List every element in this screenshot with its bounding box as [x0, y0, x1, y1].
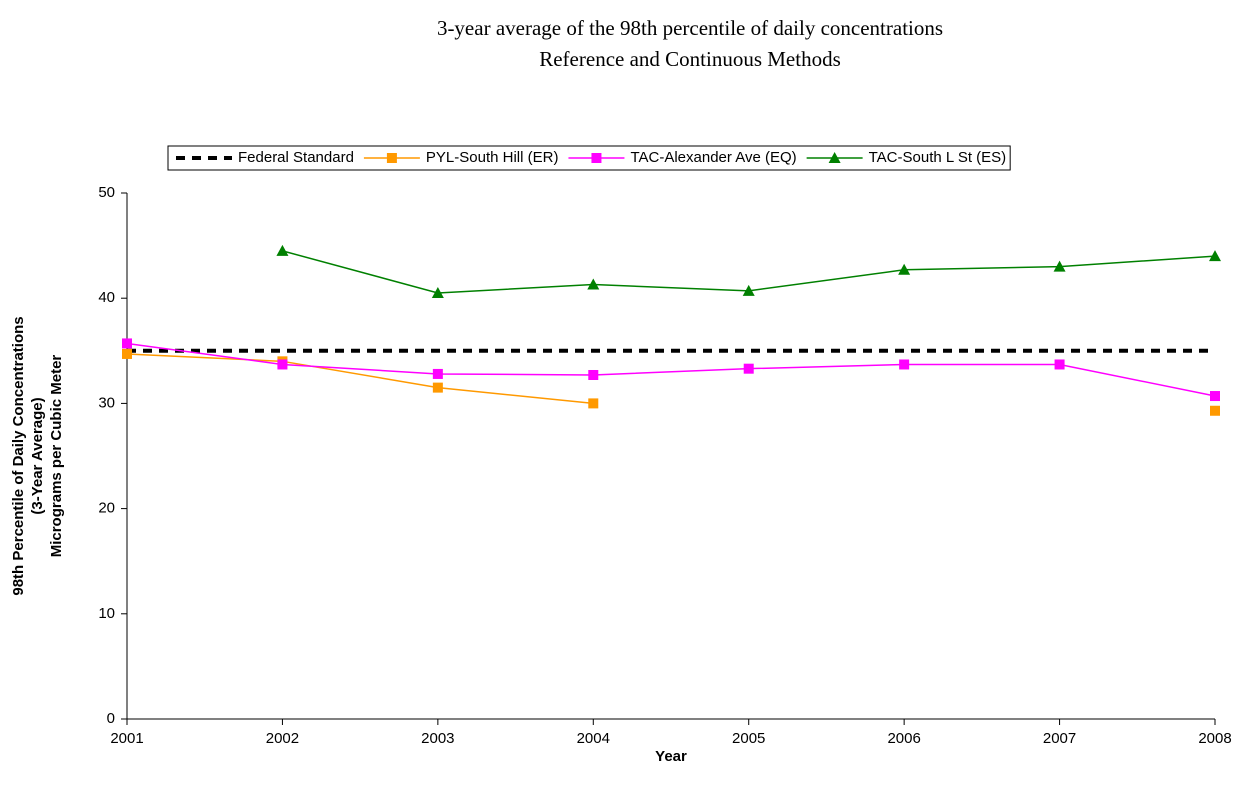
y-tick-label: 50 [98, 184, 115, 201]
marker [588, 398, 599, 409]
legend-label: Federal Standard [238, 149, 354, 166]
marker [277, 359, 288, 370]
chart-title: 3-year average of the 98th percentile of… [437, 16, 943, 40]
series-line [126, 342, 1216, 397]
marker [828, 152, 841, 163]
marker [1053, 260, 1066, 272]
x-tick-label: 2002 [266, 730, 299, 747]
x-tick-label: 2008 [1198, 730, 1231, 747]
series-line [127, 354, 1215, 411]
marker [1209, 250, 1221, 262]
y-axis-label-line: Micrograms per Cubic Meter [48, 355, 65, 558]
y-tick-label: 10 [98, 605, 115, 622]
legend: Federal Standard PYL-South Hill (ER) TAC-A… [167, 145, 1011, 171]
legend-label: TAC-South L St (ES) [869, 149, 1007, 166]
y-tick-label: 40 [98, 289, 115, 306]
x-tick-label: 2006 [887, 730, 920, 747]
marker [899, 359, 910, 370]
x-axis-label: Year [655, 748, 687, 765]
marker [276, 244, 289, 256]
y-tick-label: 30 [98, 394, 115, 411]
x-tick-label: 2007 [1043, 730, 1076, 747]
marker [1210, 405, 1220, 416]
y-axis-label: 98th Percentile of Daily Concentrations … [10, 316, 65, 595]
x-tick-label: 2005 [732, 730, 765, 747]
x-tick-label: 2004 [577, 730, 610, 747]
legend-label: TAC-Alexander Ave (EQ) [630, 149, 796, 166]
y-tick-label: 0 [107, 710, 115, 727]
y-axis-label-line: (3-Year Average) [29, 397, 46, 514]
legend-label: PYL-South Hill (ER) [426, 149, 559, 166]
marker [898, 263, 911, 275]
marker [122, 338, 132, 349]
marker [1210, 391, 1220, 402]
marker [431, 286, 444, 298]
y-axis-label-line: 98th Percentile of Daily Concentrations [10, 316, 27, 595]
marker [587, 278, 600, 290]
x-tick-label: 2003 [421, 730, 454, 747]
chart-subtitle: Reference and Continuous Methods [539, 47, 841, 71]
marker [742, 284, 755, 296]
marker [743, 363, 754, 374]
marker [386, 153, 397, 163]
marker [432, 382, 443, 393]
marker [591, 153, 602, 163]
marker [122, 348, 132, 359]
y-tick-label: 20 [98, 500, 115, 517]
marker [1054, 359, 1065, 370]
marker [432, 368, 443, 379]
x-tick-label: 2001 [110, 730, 143, 747]
marker [588, 369, 599, 380]
